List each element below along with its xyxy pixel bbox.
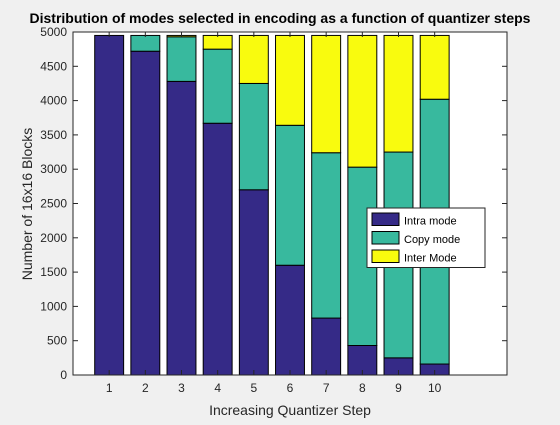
- y-tick-label: 2500: [40, 197, 67, 211]
- bar-segment-1-step-1: [94, 34, 125, 376]
- bar-segment-1-step-3: [166, 80, 197, 376]
- bar-segment-1-step-2: [130, 50, 161, 376]
- y-tick-label: 2000: [40, 231, 67, 245]
- legend-swatch-3: [371, 249, 400, 263]
- y-tick-label: 0: [60, 368, 67, 382]
- bar-segment-3-step-5: [238, 34, 269, 84]
- y-axis-label: Number of 16x16 Blocks: [19, 128, 35, 281]
- bar-segment-1-step-6: [275, 264, 305, 376]
- bar-segment-2-step-2: [130, 34, 161, 52]
- bar-segment-2-step-4: [202, 48, 233, 124]
- x-tick-label: 10: [428, 381, 442, 395]
- x-tick-label: 3: [178, 381, 185, 395]
- y-tick-label: 1000: [40, 299, 67, 313]
- bar-segment-3-step-9: [383, 34, 414, 153]
- y-tick-label: 5000: [40, 25, 67, 39]
- x-tick-label: 7: [323, 381, 330, 395]
- bar-segment-2-step-6: [275, 124, 305, 266]
- legend-label-3: Inter Mode: [404, 253, 457, 265]
- bar-segment-3-step-8: [347, 34, 378, 168]
- legend: Intra mode Copy mode Inter Mode: [366, 207, 486, 268]
- bar-segment-2-step-7: [311, 152, 342, 319]
- x-axis-label: Increasing Quantizer Step: [209, 402, 371, 418]
- bar-segment-3-step-7: [311, 34, 342, 154]
- y-tick-label: 4500: [40, 59, 67, 73]
- x-tick-label: 1: [106, 381, 113, 395]
- x-tick-label: 4: [214, 381, 221, 395]
- x-tick-label: 8: [359, 381, 366, 395]
- legend-swatch-1: [371, 212, 400, 226]
- bar-segment-3-step-6: [275, 34, 305, 126]
- bar-segment-3-step-4: [202, 34, 233, 50]
- bar-segment-3-step-10: [419, 34, 450, 100]
- legend-label-2: Copy mode: [404, 234, 460, 246]
- y-tick-label: 4000: [40, 94, 67, 108]
- bar-segment-1-step-7: [311, 317, 342, 376]
- y-tick-label: 3500: [40, 128, 67, 142]
- y-tick-label: 500: [47, 334, 67, 348]
- y-tick-label: 3000: [40, 162, 67, 176]
- bar-segment-2-step-5: [238, 82, 269, 191]
- axes-layer: 0 500 1000 1500 2000 2500 3000 3500 4000 4500 5000…: [40, 25, 508, 395]
- legend-swatch-2: [371, 231, 400, 245]
- y-tick-label: 1500: [40, 265, 67, 279]
- bar-segment-1-step-5: [238, 189, 269, 376]
- bar-segment-2-step-3: [166, 36, 197, 82]
- x-tick-label: 2: [142, 381, 149, 395]
- bars-layer: [94, 34, 450, 376]
- x-tick-label: 5: [250, 381, 257, 395]
- legend-label-1: Intra mode: [404, 216, 457, 228]
- chart-title: Distribution of modes selected in encodi…: [30, 10, 531, 26]
- bar-segment-1-step-4: [202, 122, 233, 376]
- x-tick-label: 9: [395, 381, 402, 395]
- x-tick-label: 6: [287, 381, 294, 395]
